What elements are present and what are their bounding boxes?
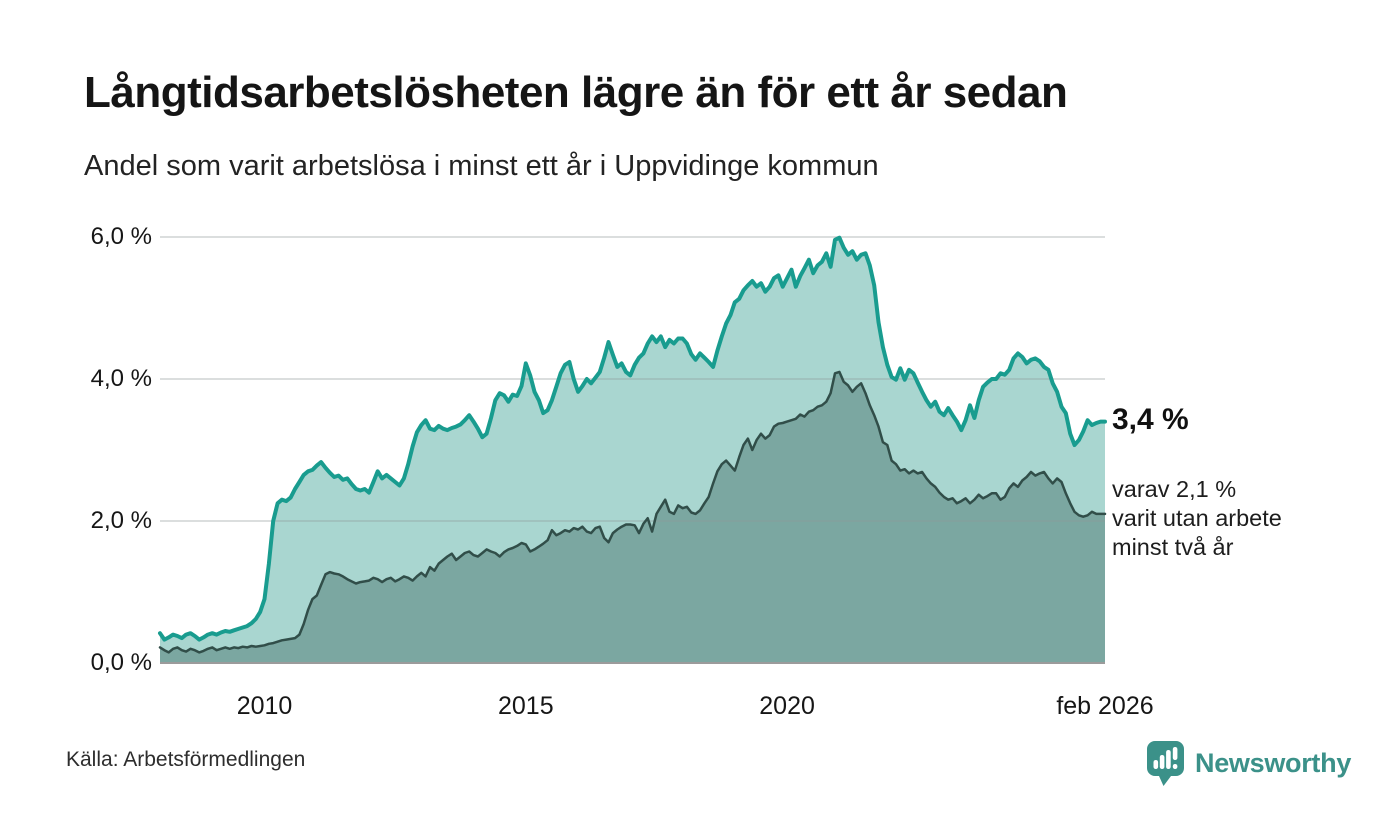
series-line-1 <box>158 235 1107 642</box>
x-tick-label: 2020 <box>759 692 815 720</box>
x-tick-label: 2015 <box>497 692 554 720</box>
page-title: Långtidsarbetslösheten lägre än för ett … <box>84 68 1068 117</box>
annotation-line: minst två år <box>1112 534 1234 560</box>
annotation-line: varav 2,1 % <box>1112 476 1237 502</box>
x-tick-label: feb 2026 <box>1056 692 1154 720</box>
source-credit: Källa: Arbetsförmedlingen <box>66 748 306 771</box>
newsworthy-logo-icon <box>1147 741 1184 786</box>
annotation-line: varit utan arbete <box>1112 505 1282 531</box>
newsworthy-logo: Newsworthy <box>1146 740 1351 787</box>
y-tick-label: 0,0 % <box>90 649 152 676</box>
area-fill-series-2 <box>160 371 1105 663</box>
y-tick-label: 4,0 % <box>90 365 152 392</box>
page-subtitle: Andel som varit arbetslösa i minst ett å… <box>84 150 879 182</box>
x-tick-label: 2010 <box>236 692 293 720</box>
secondary-value-label: varav 2,1 % varit utan arbete minst två … <box>1112 475 1282 562</box>
y-tick-label: 6,0 % <box>90 223 152 250</box>
y-tick-label: 2,0 % <box>90 507 152 534</box>
newsworthy-wordmark: Newsworthy <box>1195 748 1352 778</box>
series-line-2 <box>158 370 1107 654</box>
latest-value-label: 3,4 % <box>1112 403 1189 436</box>
